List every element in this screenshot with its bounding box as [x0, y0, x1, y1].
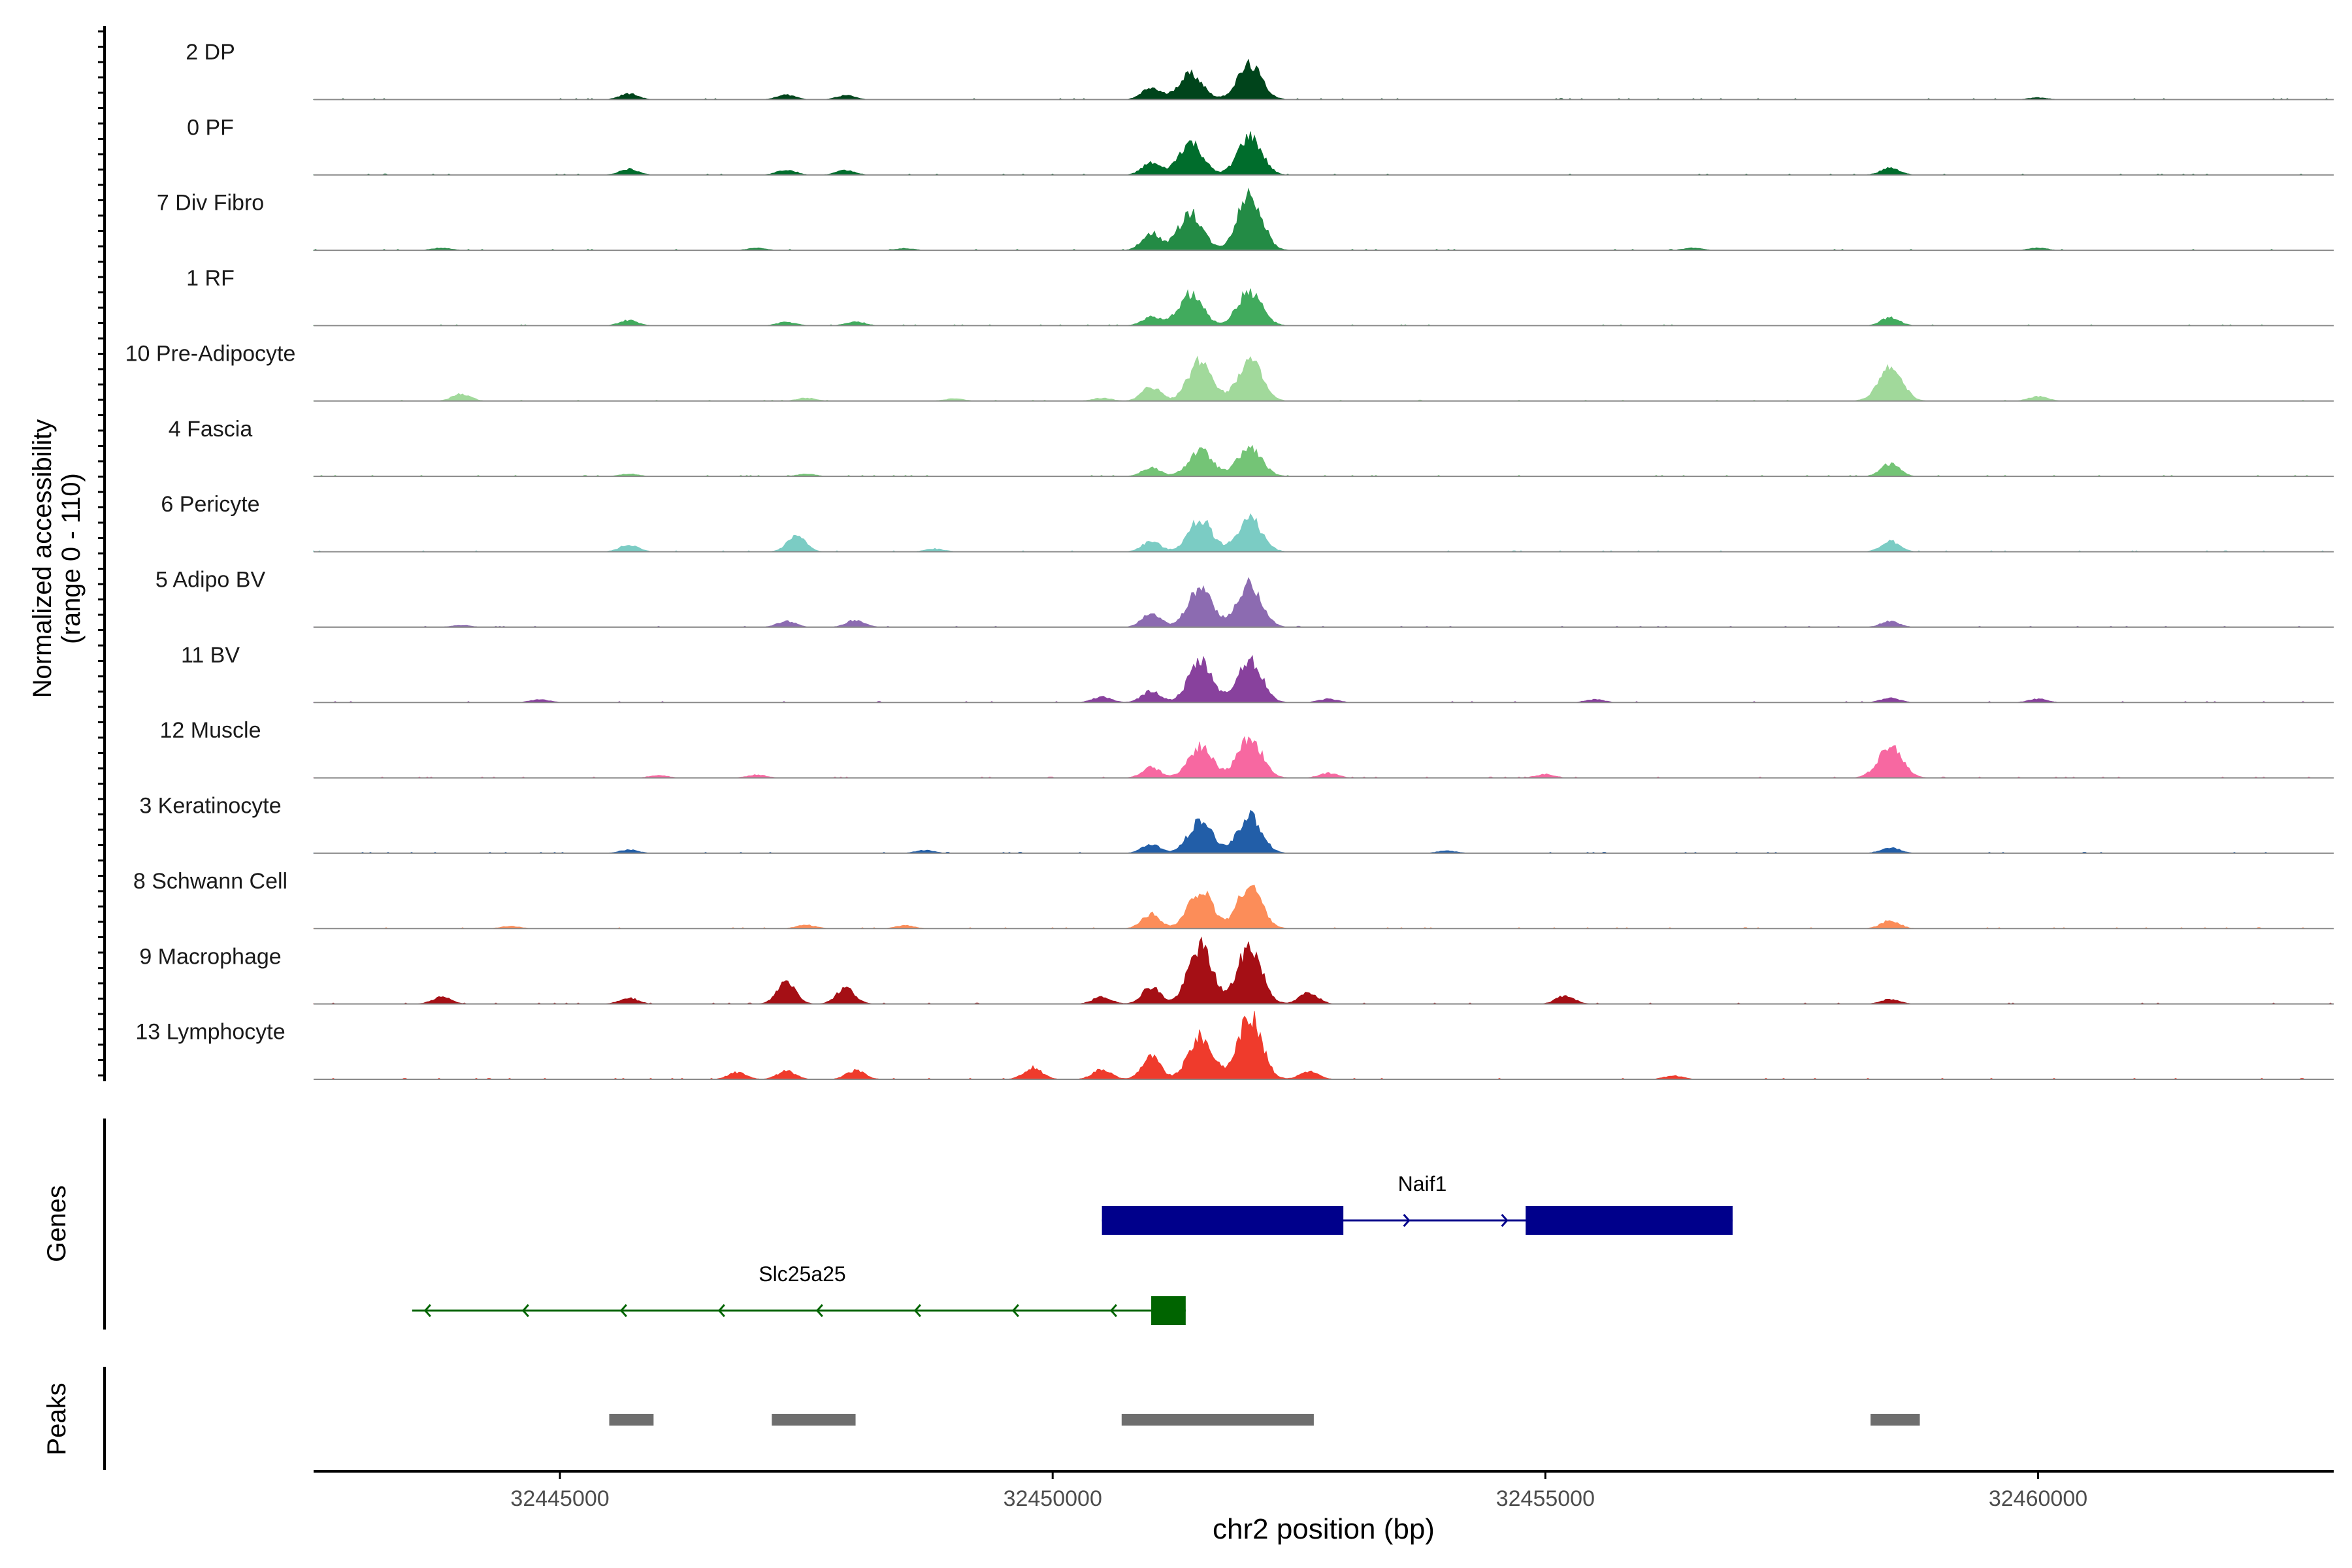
track-label: 8 Schwann Cell [133, 869, 287, 894]
track-label: 10 Pre-Adipocyte [125, 341, 296, 366]
coverage-track: 9 Macrophage [139, 936, 2334, 1005]
track-label: 4 Fascia [169, 417, 253, 442]
coverage-track: 5 Adipo BV [155, 568, 2334, 628]
x-tick-label: 32455000 [1496, 1486, 1595, 1511]
coverage-track: 0 PF [187, 115, 2334, 176]
coverage-track: 4 Fascia [169, 417, 2334, 478]
strand-arrow [913, 1304, 921, 1317]
coverage-area [313, 809, 2334, 854]
coverage-track: 7 Div Fibro [157, 188, 2334, 252]
x-tick-label: 32460000 [1989, 1486, 2087, 1511]
track-label: 11 BV [181, 643, 240, 668]
peak-region [1121, 1414, 1314, 1426]
exon [1526, 1206, 1733, 1235]
gene-annotations: Naif1 Slc25a25 [412, 1172, 1733, 1325]
peak-region [609, 1414, 654, 1426]
coverage-track: 2 DP [186, 40, 2334, 101]
strand-arrow [1011, 1304, 1019, 1317]
track-label: 3 Keratinocyte [139, 794, 281, 819]
track-label: 13 Lymphocyte [135, 1020, 285, 1045]
peak-region [772, 1414, 856, 1426]
strand-arrow [423, 1304, 431, 1317]
strand-arrow [521, 1304, 529, 1317]
y-axis-title-line1: Normalized accessibility [28, 419, 57, 698]
coverage-track: 1 RF [186, 266, 2334, 327]
strand-arrow [815, 1304, 823, 1317]
track-label: 0 PF [187, 115, 234, 140]
x-tick-label: 32450000 [1004, 1486, 1102, 1511]
strand-arrow [1109, 1304, 1117, 1317]
coverage-track: 11 BV [181, 643, 2334, 704]
exon [1151, 1296, 1186, 1325]
exon [1102, 1206, 1344, 1235]
coverage-area [313, 131, 2334, 176]
coverage-track: 3 Keratinocyte [139, 794, 2334, 854]
coverage-area [313, 736, 2334, 779]
track-label: 9 Macrophage [139, 944, 281, 969]
coverage-y-axis-ticks [98, 30, 105, 1077]
y-axis-title-line2: (range 0 - 110) [57, 473, 86, 644]
coverage-tracks: 2 DP 0 PF 7 Div Fibro 1 RF 10 Pre-Adipocyte 4… [125, 40, 2334, 1080]
coverage-area [313, 355, 2334, 402]
peak-region [1870, 1414, 1920, 1426]
coverage-area [313, 58, 2334, 100]
coverage-area [313, 288, 2334, 326]
strand-arrow [1501, 1214, 1509, 1227]
gene-naif1: Naif1 [1102, 1172, 1733, 1235]
peaks-panel-label: Peaks [42, 1382, 71, 1455]
coverage-area [313, 188, 2334, 251]
strand-arrow [717, 1304, 725, 1317]
track-label: 12 Muscle [160, 718, 261, 743]
coverage-track: 10 Pre-Adipocyte [125, 341, 2334, 402]
strand-arrow [1403, 1214, 1411, 1227]
track-label: 2 DP [186, 40, 235, 65]
coverage-area [314, 1011, 2334, 1080]
track-label: 1 RF [186, 266, 235, 291]
track-label: 7 Div Fibro [157, 191, 264, 216]
track-label: 5 Adipo BV [155, 568, 266, 593]
coverage-area [313, 513, 2334, 553]
strand-arrow [619, 1304, 627, 1317]
coverage-area [313, 577, 2334, 628]
coverage-area [313, 936, 2334, 1005]
genes-panel-label: Genes [42, 1185, 71, 1262]
x-axis-title: chr2 position (bp) [1213, 1513, 1435, 1545]
gene-label: Slc25a25 [759, 1262, 845, 1286]
gene-label: Naif1 [1398, 1172, 1447, 1196]
coverage-track: 8 Schwann Cell [133, 869, 2334, 930]
gene-slc25a25: Slc25a25 [412, 1262, 1186, 1325]
track-label: 6 Pericyte [161, 492, 259, 517]
coverage-area [313, 655, 2334, 703]
coverage-track: 6 Pericyte [161, 492, 2334, 553]
peak-regions [609, 1414, 1920, 1426]
coverage-area [313, 885, 2334, 929]
coverage-track: 13 Lymphocyte [135, 1011, 2334, 1080]
coverage-track: 12 Muscle [160, 718, 2334, 779]
x-axis-ticks: 32445000 32450000 32455000 32460000 [510, 1471, 2087, 1511]
x-tick-label: 32445000 [510, 1486, 609, 1511]
coverage-area [313, 444, 2334, 477]
